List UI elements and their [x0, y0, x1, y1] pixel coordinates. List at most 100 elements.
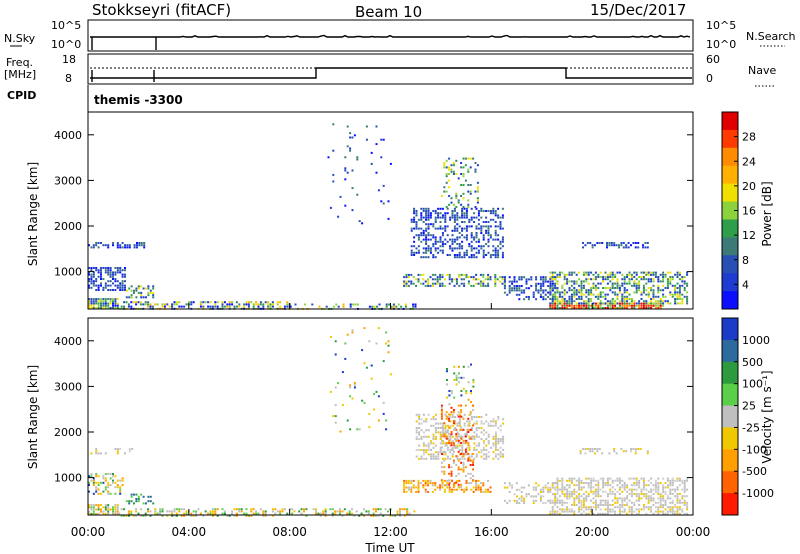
velocity-cell — [645, 493, 648, 495]
power-colorbar-swatch — [722, 219, 738, 238]
power-cell — [608, 242, 611, 244]
velocity-cell — [606, 512, 609, 515]
power-cell — [594, 276, 597, 278]
velocity-cell — [647, 508, 650, 511]
power-cell — [539, 276, 542, 279]
power-cell — [385, 303, 388, 306]
power-cell — [587, 291, 590, 294]
velocity-cell — [128, 502, 131, 505]
velocity-cell — [579, 452, 582, 455]
power-cell — [582, 287, 585, 289]
velocity-cell — [434, 451, 437, 454]
velocity-cell — [90, 452, 93, 455]
velocity-cell — [630, 484, 633, 487]
power-cell — [283, 305, 286, 308]
velocity-cell — [626, 484, 629, 487]
velocity-cell — [592, 486, 595, 489]
velocity-cell — [180, 514, 183, 517]
power-cell — [609, 280, 612, 283]
power-cell — [678, 278, 681, 281]
velocity-cell — [445, 442, 448, 444]
velocity-cell — [616, 490, 619, 493]
power-cell — [152, 287, 155, 290]
power-cell — [561, 298, 564, 300]
velocity-cell — [434, 422, 437, 425]
power-cell — [472, 284, 475, 287]
velocity-cell — [399, 508, 401, 511]
power-cell — [420, 256, 423, 259]
power-cell — [654, 295, 657, 298]
power-cell — [116, 284, 119, 287]
velocity-cell — [652, 484, 655, 487]
velocity-cell — [403, 482, 406, 485]
velocity-cell — [238, 510, 241, 513]
velocity-cell — [487, 490, 490, 493]
power-cell — [633, 282, 636, 285]
velocity-cell — [95, 481, 98, 484]
power-cell — [592, 307, 595, 309]
velocity-cell — [494, 422, 497, 425]
velocity-cell — [580, 508, 583, 511]
velocity-cell — [482, 449, 485, 451]
power-cell — [116, 286, 119, 289]
power-cell — [681, 302, 684, 305]
power-cell — [448, 273, 451, 276]
velocity-cell — [123, 514, 126, 517]
power-cell — [214, 305, 217, 308]
velocity-cell — [147, 500, 150, 503]
velocity-cell — [454, 416, 457, 418]
power-cell — [669, 282, 672, 285]
power-cell — [628, 282, 631, 285]
velocity-cell — [616, 501, 619, 504]
power-cell — [666, 271, 669, 274]
power-cell — [633, 291, 636, 294]
power-cell — [640, 304, 643, 307]
power-cell — [511, 289, 514, 292]
velocity-cell — [647, 490, 650, 493]
velocity-cell — [671, 488, 674, 491]
power-cell — [231, 303, 234, 306]
power-cell — [417, 218, 420, 221]
power-cell — [407, 284, 410, 287]
velocity-cell — [468, 457, 471, 460]
power-cell — [662, 293, 665, 296]
power-cell — [92, 271, 95, 274]
velocity-cell — [616, 477, 619, 480]
power-cell — [346, 171, 349, 174]
velocity-cell — [410, 486, 413, 489]
velocity-cell — [492, 438, 495, 440]
velocity-cell — [650, 497, 653, 500]
power-cell — [492, 249, 495, 252]
power-cell — [642, 246, 644, 249]
velocity-cell — [671, 493, 674, 495]
velocity-cell — [460, 411, 463, 414]
velocity-cell — [580, 499, 583, 502]
velocity-cell — [424, 484, 427, 487]
velocity-cell — [425, 444, 428, 447]
power-cell — [90, 282, 93, 285]
power-cell — [476, 190, 479, 193]
velocity-cell — [439, 435, 442, 438]
power-cell — [573, 289, 576, 292]
power-cell — [644, 242, 647, 244]
power-cell — [104, 267, 107, 269]
velocity-cell — [554, 510, 557, 513]
power-cell — [674, 293, 677, 296]
power-cell — [444, 221, 447, 223]
power-cell — [652, 304, 655, 307]
power-cell — [429, 238, 432, 241]
velocity-cell — [339, 510, 341, 513]
velocity-cell — [385, 428, 388, 431]
power-cell — [628, 298, 631, 300]
velocity-cell — [487, 433, 490, 436]
power-cell — [580, 280, 583, 283]
velocity-cell — [566, 501, 569, 504]
power-cell — [602, 291, 605, 294]
power-cell — [429, 212, 432, 215]
velocity-cell — [494, 438, 497, 440]
power-cell — [104, 269, 107, 272]
velocity-cell — [365, 510, 368, 513]
velocity-cell — [551, 499, 554, 502]
velocity-cell — [542, 488, 545, 491]
power-cell — [582, 302, 585, 305]
